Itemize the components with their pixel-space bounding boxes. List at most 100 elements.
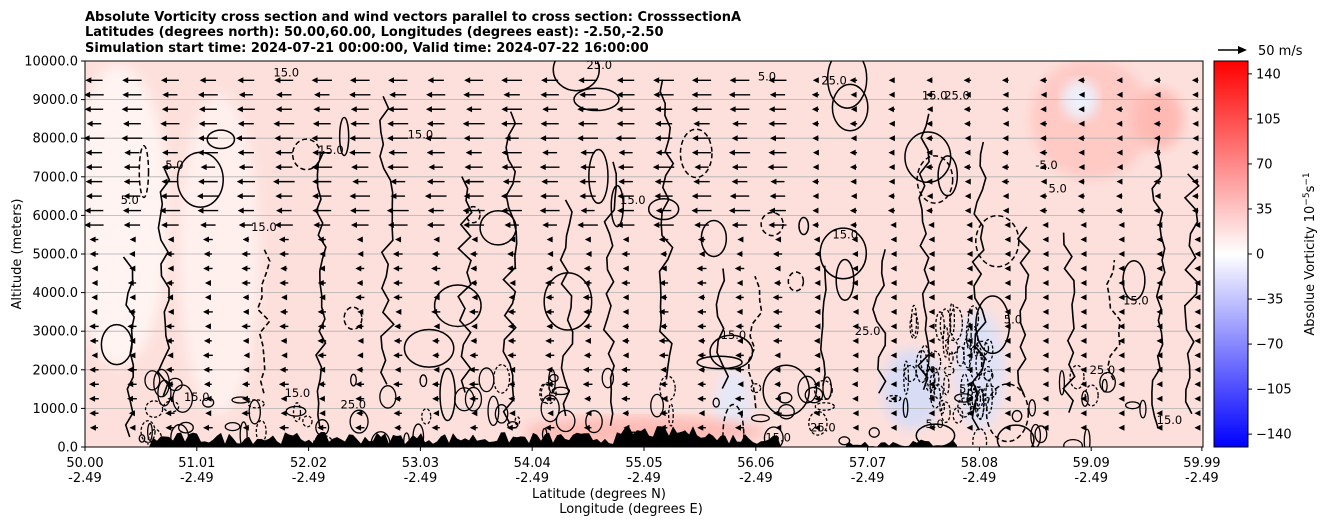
- wind-vector-head: [462, 207, 469, 214]
- wind-vector-head: [203, 251, 210, 257]
- wind-vector-head: [890, 395, 897, 402]
- wind-vector: [621, 366, 631, 373]
- wind-vector-head: [928, 381, 935, 388]
- wind-vector: [1156, 251, 1163, 257]
- wind-vector-head: [585, 251, 592, 257]
- terrain-profile: [85, 426, 958, 447]
- contour-loop-low: [1034, 425, 1048, 444]
- wind-vector-head: [1040, 135, 1047, 142]
- contour-label: 25.0: [1090, 363, 1116, 377]
- wind-vector: [89, 337, 99, 344]
- wind-vector-head: [852, 265, 859, 272]
- wind-vector: [165, 251, 175, 257]
- wind-vector: [91, 265, 98, 272]
- wind-vector-head: [236, 193, 243, 200]
- wind-vector-head: [129, 337, 136, 344]
- contour-loop-dashed: [920, 344, 930, 373]
- x-tick-label-lon: -2.49: [1074, 471, 1108, 486]
- wind-vector: [1039, 77, 1047, 84]
- contour-loop: [552, 61, 600, 92]
- wind-vector: [433, 279, 440, 286]
- wind-vector-head: [1078, 120, 1085, 127]
- wind-vector: [546, 366, 553, 373]
- wind-vector: [471, 236, 478, 243]
- wind-vector: [813, 236, 820, 243]
- wind-vector: [1080, 222, 1087, 229]
- wind-vector-head: [394, 424, 401, 431]
- wind-vector-head: [616, 77, 623, 84]
- contour-loop: [433, 284, 482, 328]
- wind-vector-head: [697, 323, 704, 330]
- contour-loop: [100, 323, 133, 366]
- wind-vector: [162, 149, 178, 156]
- wind-vector: [127, 323, 137, 330]
- wind-vector-head: [888, 193, 895, 200]
- wind-vector: [928, 337, 935, 344]
- wind-vector-head: [1004, 294, 1011, 301]
- wind-vector: [617, 193, 634, 200]
- wind-vector: [89, 366, 99, 373]
- wind-vector-head: [1002, 207, 1009, 214]
- contour-loop-low: [419, 374, 428, 388]
- wind-vector-head: [890, 308, 897, 315]
- wind-vector-head: [167, 308, 174, 315]
- wind-vector-head: [1194, 410, 1201, 417]
- wind-vector: [653, 222, 674, 229]
- wind-vector-head: [1191, 193, 1198, 200]
- wind-vector: [729, 77, 750, 84]
- wind-vector: [541, 178, 558, 185]
- contour-loop: [696, 355, 743, 370]
- contour-loop-low: [350, 373, 357, 387]
- wind-vector-head: [1040, 106, 1047, 113]
- wind-vector-head: [280, 410, 287, 417]
- x-axis-label-lon: Longitude (degrees E): [559, 502, 703, 517]
- wind-vector-head: [660, 366, 667, 373]
- wind-vector-head: [890, 366, 897, 373]
- wind-vector-head: [1118, 410, 1125, 417]
- wind-vector: [203, 424, 213, 431]
- wind-vector: [197, 91, 218, 98]
- wind-vector-head: [387, 77, 394, 84]
- wind-vector: [1080, 395, 1087, 402]
- wind-vector: [471, 294, 478, 301]
- wind-vector: [1042, 337, 1049, 344]
- wind-vector-head: [279, 366, 286, 373]
- wind-vector: [1001, 178, 1010, 185]
- wind-vector-head: [890, 265, 897, 272]
- wind-vector: [463, 222, 485, 229]
- colorbar-label-unit-exp: −1: [1302, 172, 1312, 185]
- wind-vector: [736, 279, 743, 286]
- wind-vector: [355, 381, 365, 388]
- wind-vector: [280, 410, 287, 417]
- contour-label: 5.0: [1049, 181, 1067, 195]
- title-line-1: Absolute Vorticity cross section and win…: [85, 10, 741, 25]
- wind-vector-head: [427, 77, 434, 84]
- wind-vector: [659, 381, 668, 388]
- wind-vector-head: [1078, 164, 1085, 171]
- wind-vector: [1002, 91, 1009, 98]
- wind-vector-head: [506, 265, 513, 272]
- wind-vector-head: [888, 178, 895, 185]
- wind-vector-head: [545, 294, 552, 301]
- wind-vector: [1156, 424, 1163, 431]
- wind-vector-head: [1080, 395, 1087, 402]
- wind-vector-head: [735, 352, 742, 359]
- wind-vector: [127, 381, 137, 388]
- contour-loop-low: [140, 420, 156, 444]
- wind-vector: [1004, 222, 1011, 229]
- wind-vector-head: [507, 323, 514, 330]
- wind-vector: [311, 135, 333, 142]
- contour-loop-low: [813, 379, 833, 401]
- wind-vector-head: [1156, 337, 1163, 344]
- contour-loop-low: [144, 370, 161, 391]
- wind-vector: [888, 193, 895, 200]
- wind-vector-head: [728, 149, 735, 156]
- wind-vector-head: [504, 222, 511, 229]
- wind-vector: [660, 265, 667, 272]
- wind-vector-head: [1004, 424, 1011, 431]
- wind-vector: [501, 149, 522, 156]
- wind-vector: [91, 294, 98, 301]
- wind-vector-head: [616, 91, 623, 98]
- wind-vector-head: [121, 135, 128, 142]
- wind-vector-head: [546, 265, 553, 272]
